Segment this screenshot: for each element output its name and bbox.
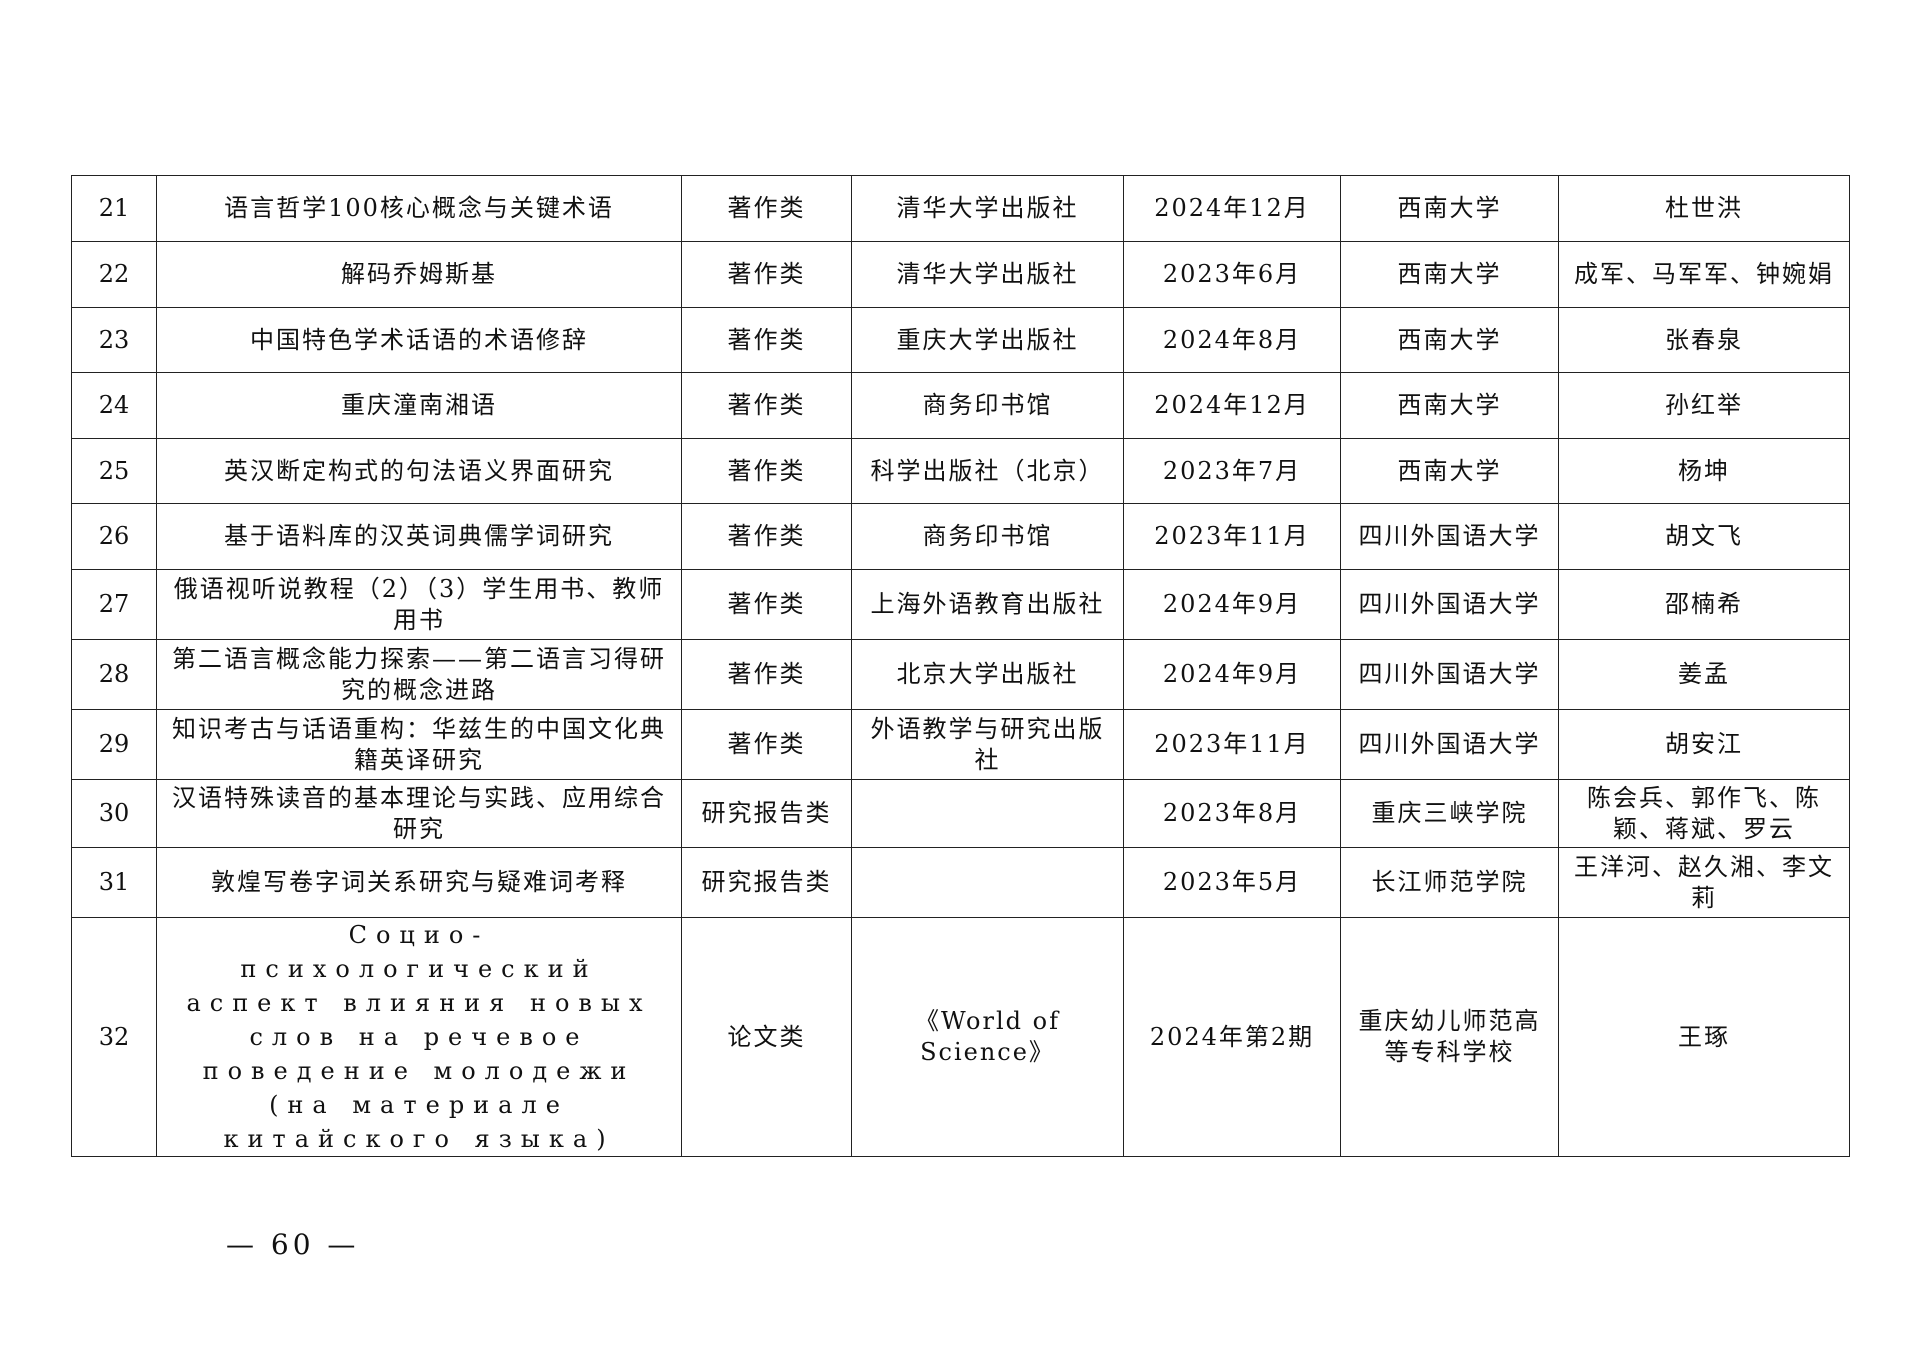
row-number: 32 <box>71 917 157 1157</box>
unit-cell: 重庆幼儿师范高等专科学校 <box>1340 917 1559 1157</box>
date-cell: 2023年11月 <box>1123 709 1341 780</box>
table-row: 28 第二语言概念能力探索——第二语言习得研究的概念进路 著作类 北京大学出版社 202… <box>71 639 1850 710</box>
row-number: 24 <box>71 372 157 439</box>
unit-cell: 西南大学 <box>1340 438 1559 504</box>
date-cell: 2023年8月 <box>1123 779 1341 848</box>
row-number: 25 <box>71 438 157 504</box>
date-cell: 2023年6月 <box>1123 241 1341 308</box>
publisher-cell <box>851 847 1124 918</box>
unit-cell: 西南大学 <box>1340 372 1559 439</box>
publisher-cell: 北京大学出版社 <box>851 639 1124 710</box>
table-row: 26 基于语料库的汉英词典儒学词研究 著作类 商务印书馆 2023年11月 四川外国语大学… <box>71 503 1850 570</box>
type-cell: 研究报告类 <box>681 847 852 918</box>
title-cell: 敦煌写卷字词关系研究与疑难词考释 <box>156 847 682 918</box>
title-cell: 语言哲学100核心概念与关键术语 <box>156 175 682 242</box>
row-number: 29 <box>71 709 157 780</box>
unit-cell: 重庆三峡学院 <box>1340 779 1559 848</box>
row-number: 31 <box>71 847 157 918</box>
date-cell: 2024年12月 <box>1123 175 1341 242</box>
row-number: 23 <box>71 307 157 373</box>
unit-cell: 四川外国语大学 <box>1340 639 1559 710</box>
type-cell: 著作类 <box>681 639 852 710</box>
table-row: 27 俄语视听说教程（2）（3）学生用书、教师用书 著作类 上海外语教育出版社 2024… <box>71 569 1850 640</box>
authors-cell: 孙红举 <box>1558 372 1850 439</box>
date-cell: 2024年9月 <box>1123 639 1341 710</box>
title-cell: 中国特色学术话语的术语修辞 <box>156 307 682 373</box>
date-cell: 2023年11月 <box>1123 503 1341 570</box>
type-cell: 研究报告类 <box>681 779 852 848</box>
publisher-cell: 清华大学出版社 <box>851 241 1124 308</box>
type-cell: 著作类 <box>681 241 852 308</box>
row-number: 28 <box>71 639 157 710</box>
table-row: 25 英汉断定构式的句法语义界面研究 著作类 科学出版社（北京） 2023年7月 西南大学… <box>71 438 1850 504</box>
unit-cell: 西南大学 <box>1340 175 1559 242</box>
unit-cell: 长江师范学院 <box>1340 847 1559 918</box>
date-cell: 2024年第2期 <box>1123 917 1341 1157</box>
authors-cell: 杜世洪 <box>1558 175 1850 242</box>
row-number: 26 <box>71 503 157 570</box>
table-row: 22 解码乔姆斯基 著作类 清华大学出版社 2023年6月 西南大学 成军、马军军、钟婉娟 <box>71 241 1850 308</box>
table-row: 29 知识考古与话语重构：华兹生的中国文化典籍英译研究 著作类 外语教学与研究出版社 2… <box>71 709 1850 780</box>
title-cell: 汉语特殊读音的基本理论与实践、应用综合研究 <box>156 779 682 848</box>
type-cell: 著作类 <box>681 372 852 439</box>
table-row: 32 Социо-психологический аспект влияния н… <box>71 917 1850 1157</box>
title-cell: 俄语视听说教程（2）（3）学生用书、教师用书 <box>156 569 682 640</box>
row-number: 27 <box>71 569 157 640</box>
type-cell: 著作类 <box>681 175 852 242</box>
title-cell: 第二语言概念能力探索——第二语言习得研究的概念进路 <box>156 639 682 710</box>
date-cell: 2024年9月 <box>1123 569 1341 640</box>
unit-cell: 四川外国语大学 <box>1340 709 1559 780</box>
type-cell: 论文类 <box>681 917 852 1157</box>
publisher-cell <box>851 779 1124 848</box>
publisher-cell: 重庆大学出版社 <box>851 307 1124 373</box>
authors-cell: 王洋河、赵久湘、李文莉 <box>1558 847 1850 918</box>
unit-cell: 四川外国语大学 <box>1340 569 1559 640</box>
authors-cell: 陈会兵、郭作飞、陈颖、蒋斌、罗云 <box>1558 779 1850 848</box>
unit-cell: 四川外国语大学 <box>1340 503 1559 570</box>
table-row: 23 中国特色学术话语的术语修辞 著作类 重庆大学出版社 2024年8月 西南大学 张春泉 <box>71 307 1850 373</box>
table-row: 31 敦煌写卷字词关系研究与疑难词考释 研究报告类 2023年5月 长江师范学院 王洋河、… <box>71 847 1850 918</box>
authors-cell: 胡文飞 <box>1558 503 1850 570</box>
date-cell: 2024年8月 <box>1123 307 1341 373</box>
authors-cell: 胡安江 <box>1558 709 1850 780</box>
publisher-cell: 商务印书馆 <box>851 503 1124 570</box>
publisher-cell: 上海外语教育出版社 <box>851 569 1124 640</box>
title-cell: 基于语料库的汉英词典儒学词研究 <box>156 503 682 570</box>
authors-cell: 王琢 <box>1558 917 1850 1157</box>
title-cell: 知识考古与话语重构：华兹生的中国文化典籍英译研究 <box>156 709 682 780</box>
table-row: 21 语言哲学100核心概念与关键术语 著作类 清华大学出版社 2024年12月 西南大学… <box>71 175 1850 242</box>
authors-cell: 邵楠希 <box>1558 569 1850 640</box>
row-number: 21 <box>71 175 157 242</box>
table-row: 24 重庆潼南湘语 著作类 商务印书馆 2024年12月 西南大学 孙红举 <box>71 372 1850 439</box>
authors-cell: 杨坤 <box>1558 438 1850 504</box>
authors-cell: 成军、马军军、钟婉娟 <box>1558 241 1850 308</box>
type-cell: 著作类 <box>681 569 852 640</box>
authors-cell: 姜孟 <box>1558 639 1850 710</box>
row-number: 22 <box>71 241 157 308</box>
title-cell: 重庆潼南湘语 <box>156 372 682 439</box>
table-row: 30 汉语特殊读音的基本理论与实践、应用综合研究 研究报告类 2023年8月 重庆三峡学… <box>71 779 1850 848</box>
title-cell: 英汉断定构式的句法语义界面研究 <box>156 438 682 504</box>
page-number: — 60 — <box>226 1228 360 1261</box>
row-number: 30 <box>71 779 157 848</box>
unit-cell: 西南大学 <box>1340 307 1559 373</box>
type-cell: 著作类 <box>681 307 852 373</box>
type-cell: 著作类 <box>681 503 852 570</box>
publisher-cell: 外语教学与研究出版社 <box>851 709 1124 780</box>
date-cell: 2023年5月 <box>1123 847 1341 918</box>
publisher-cell: 清华大学出版社 <box>851 175 1124 242</box>
type-cell: 著作类 <box>681 709 852 780</box>
date-cell: 2023年7月 <box>1123 438 1341 504</box>
title-cell: Социо-психологический аспект влияния нов… <box>156 917 682 1157</box>
publisher-cell: 商务印书馆 <box>851 372 1124 439</box>
unit-cell: 西南大学 <box>1340 241 1559 308</box>
achievements-table: 21 语言哲学100核心概念与关键术语 著作类 清华大学出版社 2024年12月 西南大学… <box>71 175 1850 1157</box>
publisher-cell: 《World of Science》 <box>851 917 1124 1157</box>
publisher-cell: 科学出版社（北京） <box>851 438 1124 504</box>
authors-cell: 张春泉 <box>1558 307 1850 373</box>
date-cell: 2024年12月 <box>1123 372 1341 439</box>
title-cell: 解码乔姆斯基 <box>156 241 682 308</box>
type-cell: 著作类 <box>681 438 852 504</box>
